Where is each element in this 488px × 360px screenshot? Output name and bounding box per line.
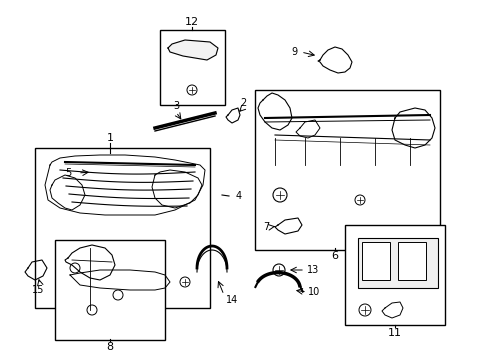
Bar [35, 148, 209, 308]
Bar [160, 30, 224, 105]
Text: 10: 10 [307, 287, 320, 297]
Text: 11: 11 [387, 328, 401, 338]
Text: 9: 9 [290, 47, 296, 57]
Text: 1: 1 [106, 133, 113, 143]
Bar [55, 240, 164, 340]
Text: 5: 5 [65, 168, 71, 178]
Text: 14: 14 [225, 295, 238, 305]
Text: 3: 3 [173, 101, 179, 111]
Text: 13: 13 [306, 265, 319, 275]
Text: 15: 15 [32, 285, 44, 295]
Polygon shape [168, 40, 218, 60]
Bar [345, 225, 444, 325]
Text: 6: 6 [331, 251, 338, 261]
Text: 12: 12 [184, 17, 199, 27]
Text: 7: 7 [263, 222, 268, 232]
Bar [397, 242, 425, 280]
Bar [357, 238, 437, 288]
Text: 2: 2 [240, 98, 245, 108]
Text: 4: 4 [235, 191, 242, 201]
Bar [254, 90, 439, 250]
Text: 8: 8 [106, 342, 113, 352]
Bar [361, 242, 389, 280]
